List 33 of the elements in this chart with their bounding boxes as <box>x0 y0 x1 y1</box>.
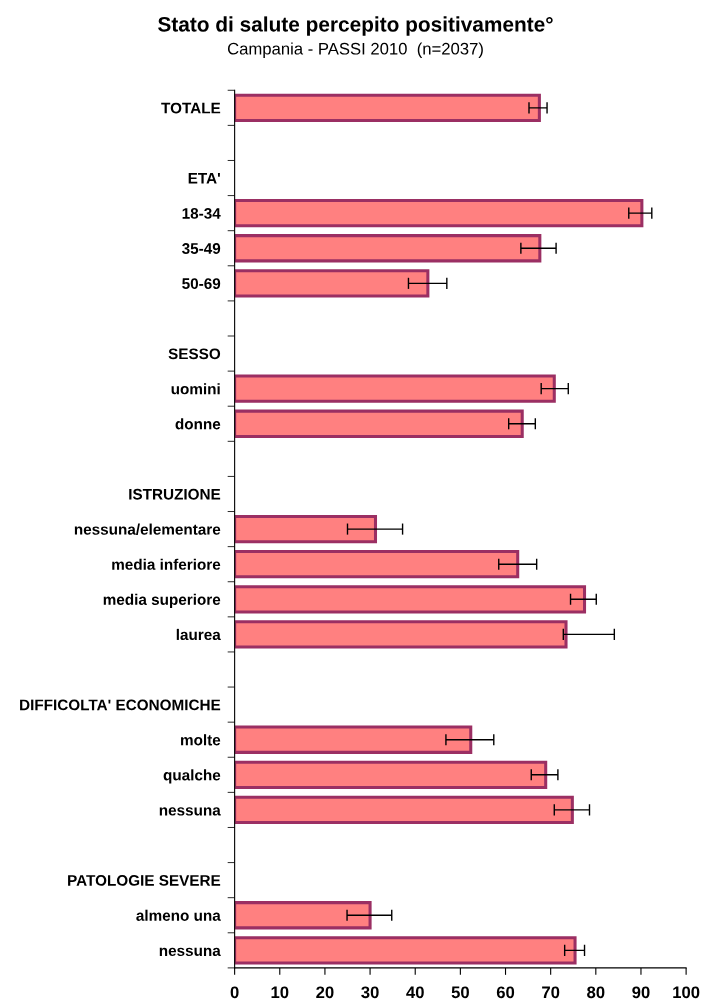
x-tick-label: 70 <box>542 986 560 999</box>
y-tick-label: 18-34 <box>182 208 221 219</box>
y-tick-label: donne <box>175 418 221 430</box>
y-tick-label: laurea <box>176 628 221 641</box>
x-tick-label: 0 <box>230 986 239 999</box>
x-tick-label: 20 <box>316 986 334 999</box>
y-tick-label: ETA' <box>188 173 220 184</box>
y-tick-label: 35-49 <box>182 243 221 254</box>
y-tick-label: nessuna/elementare <box>74 523 221 535</box>
y-tick-label: PATOLOGIE SEVERE <box>68 875 221 886</box>
y-tick-label: nessuna <box>159 947 221 957</box>
chart-subtitle: Campania - PASSI 2010 (n=2037) <box>227 42 483 58</box>
x-tick-label: 90 <box>632 986 650 999</box>
y-tick-label: SESSO <box>168 348 221 360</box>
y-tick-label: molte <box>181 734 221 746</box>
x-tick-label: 10 <box>271 986 289 999</box>
y-tick-label: ISTRUZIONE <box>129 488 221 500</box>
y-tick-label: TOTALE <box>161 102 221 114</box>
x-tick-label: 60 <box>496 986 515 999</box>
y-tick-label: DIFFICOLTA' ECONOMICHE <box>20 699 221 711</box>
x-tick-label: 50 <box>451 986 469 999</box>
y-tick-label: media superiore <box>103 593 221 608</box>
chart-title: Stato di salute percepito positivamente° <box>158 16 553 36</box>
x-tick-label: 40 <box>406 986 424 999</box>
y-tick-label: qualche <box>163 769 221 784</box>
x-tick-label: 100 <box>673 986 700 999</box>
y-tick-label: almeno una <box>136 909 221 921</box>
x-tick-label: 80 <box>587 986 605 999</box>
y-tick-label: nessuna <box>159 807 221 816</box>
x-tick-label: 30 <box>361 986 379 999</box>
y-tick-label: 50-69 <box>182 278 221 290</box>
y-tick-label: uomini <box>171 383 220 395</box>
y-tick-label: media inferiore <box>112 558 221 570</box>
